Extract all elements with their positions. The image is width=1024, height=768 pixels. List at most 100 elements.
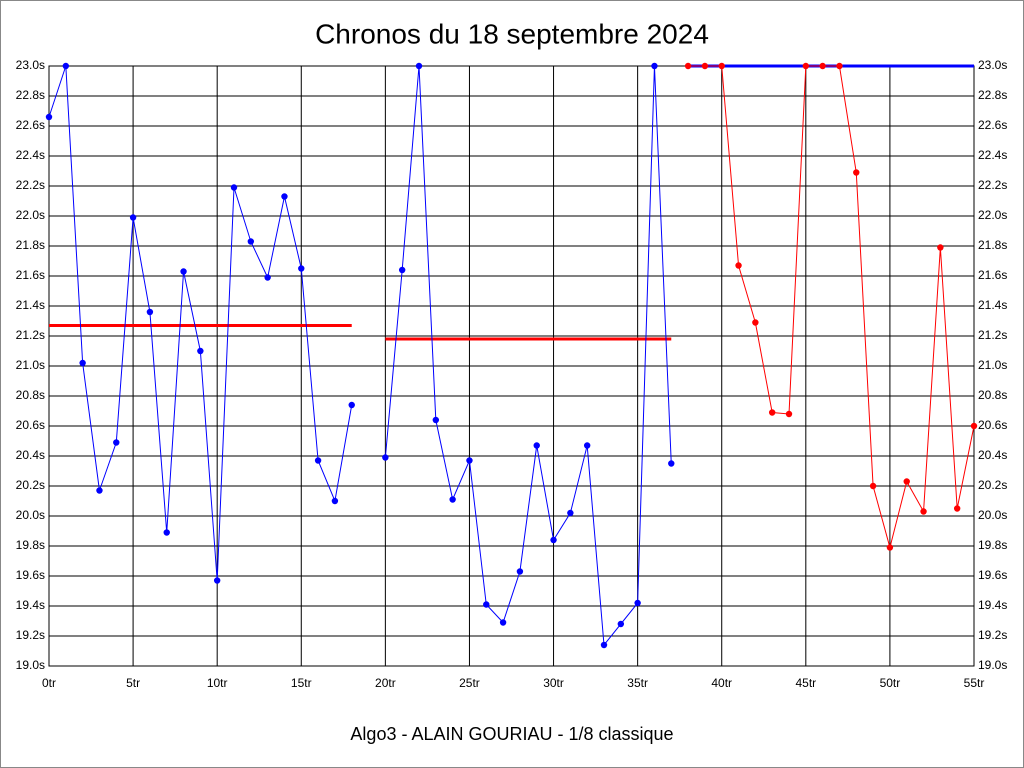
data-point bbox=[96, 487, 103, 494]
data-point bbox=[382, 454, 389, 461]
data-point bbox=[79, 359, 86, 367]
y-tick-label: 19.6s bbox=[16, 568, 45, 582]
x-tick-label: 0tr bbox=[42, 676, 56, 690]
data-point bbox=[903, 478, 910, 485]
data-point bbox=[836, 62, 843, 70]
data-point bbox=[264, 274, 271, 281]
y-tick-label: 21.6s bbox=[16, 268, 45, 282]
x-tick-label: 45tr bbox=[795, 676, 816, 690]
y2-tick-label: 20.0s bbox=[978, 508, 1007, 522]
y-tick-label: 21.0s bbox=[16, 358, 45, 372]
data-point bbox=[281, 193, 288, 200]
data-point bbox=[701, 62, 709, 70]
y-tick-label: 21.4s bbox=[16, 298, 45, 312]
y-tick-label: 20.6s bbox=[16, 418, 45, 432]
y2-tick-label: 20.6s bbox=[978, 418, 1007, 432]
data-point bbox=[718, 62, 725, 70]
y2-tick-label: 19.4s bbox=[978, 598, 1007, 612]
data-point bbox=[230, 184, 238, 191]
data-point bbox=[483, 601, 490, 608]
x-tick-label: 50tr bbox=[880, 676, 901, 690]
y2-tick-label: 22.4s bbox=[978, 148, 1007, 162]
data-point bbox=[146, 308, 154, 316]
x-axis-label: Algo3 - ALAIN GOURIAU - 1/8 classique bbox=[350, 724, 673, 744]
data-point bbox=[247, 238, 255, 245]
data-point bbox=[920, 508, 927, 515]
data-point bbox=[550, 536, 557, 544]
y2-tick-label: 20.4s bbox=[978, 448, 1007, 462]
x-tick-label: 15tr bbox=[291, 676, 312, 690]
data-point bbox=[600, 641, 608, 649]
x-tick-label: 35tr bbox=[627, 676, 648, 690]
y-tick-label: 22.8s bbox=[16, 88, 45, 102]
y2-tick-label: 20.8s bbox=[978, 388, 1007, 402]
y-tick-label: 22.2s bbox=[16, 178, 45, 192]
data-point bbox=[970, 422, 978, 430]
y-tick-label: 20.0s bbox=[16, 508, 45, 522]
data-point bbox=[802, 62, 810, 70]
y-tick-label: 23.0s bbox=[16, 58, 45, 72]
data-point bbox=[197, 347, 204, 355]
y-tick-label: 19.0s bbox=[16, 658, 45, 672]
data-point bbox=[886, 544, 894, 551]
data-point bbox=[113, 439, 120, 446]
y-tick-label: 19.4s bbox=[16, 598, 45, 612]
series-line bbox=[688, 65, 975, 550]
data-point bbox=[398, 266, 406, 274]
data-point bbox=[449, 496, 456, 503]
y2-tick-label: 21.6s bbox=[978, 268, 1007, 282]
y-tick-label: 22.0s bbox=[16, 208, 45, 222]
x-tick-label: 40tr bbox=[711, 676, 732, 690]
data-point bbox=[180, 268, 187, 275]
data-point bbox=[129, 214, 137, 221]
y2-tick-label: 22.0s bbox=[978, 208, 1007, 222]
data-point bbox=[937, 244, 944, 251]
data-point bbox=[466, 457, 473, 464]
data-point bbox=[634, 599, 641, 607]
data-point bbox=[853, 169, 860, 176]
data-point bbox=[617, 620, 625, 628]
x-tick-label: 55tr bbox=[964, 676, 985, 690]
y-tick-label: 19.2s bbox=[16, 628, 45, 642]
data-point bbox=[785, 410, 793, 418]
data-point bbox=[348, 401, 355, 409]
data-point bbox=[869, 482, 877, 490]
data-point bbox=[684, 62, 692, 70]
data-point bbox=[163, 529, 170, 536]
y-tick-label: 21.2s bbox=[16, 328, 45, 342]
data-point bbox=[415, 62, 423, 70]
chart-title: Chronos du 18 septembre 2024 bbox=[315, 18, 709, 49]
y-tick-label: 20.8s bbox=[16, 388, 45, 402]
data-point bbox=[752, 319, 759, 326]
data-point bbox=[819, 62, 826, 70]
y2-tick-label: 22.6s bbox=[978, 118, 1007, 132]
data-point bbox=[583, 442, 591, 449]
y-tick-label: 20.2s bbox=[16, 478, 45, 492]
y2-tick-label: 21.8s bbox=[978, 238, 1007, 252]
data-point bbox=[735, 262, 742, 269]
data-point bbox=[298, 265, 305, 272]
y2-tick-label: 19.8s bbox=[978, 538, 1007, 552]
y2-tick-label: 22.2s bbox=[978, 178, 1007, 192]
y-tick-label: 20.4s bbox=[16, 448, 45, 462]
data-point bbox=[45, 113, 53, 121]
y2-tick-label: 21.4s bbox=[978, 298, 1007, 312]
data-point bbox=[651, 62, 658, 70]
y-tick-label: 19.8s bbox=[16, 538, 45, 552]
x-tick-label: 20tr bbox=[375, 676, 396, 690]
y2-tick-label: 21.2s bbox=[978, 328, 1007, 342]
y2-tick-label: 23.0s bbox=[978, 58, 1007, 72]
y2-tick-label: 19.6s bbox=[978, 568, 1007, 582]
data-point bbox=[567, 509, 574, 517]
data-point bbox=[499, 619, 507, 626]
data-point bbox=[516, 568, 524, 575]
data-point bbox=[533, 442, 540, 449]
y-tick-label: 21.8s bbox=[16, 238, 45, 252]
y-tick-label: 22.6s bbox=[16, 118, 45, 132]
y2-tick-label: 19.2s bbox=[978, 628, 1007, 642]
data-point bbox=[953, 505, 961, 512]
x-tick-label: 30tr bbox=[543, 676, 564, 690]
data-point bbox=[768, 409, 776, 416]
data-point bbox=[314, 457, 322, 464]
